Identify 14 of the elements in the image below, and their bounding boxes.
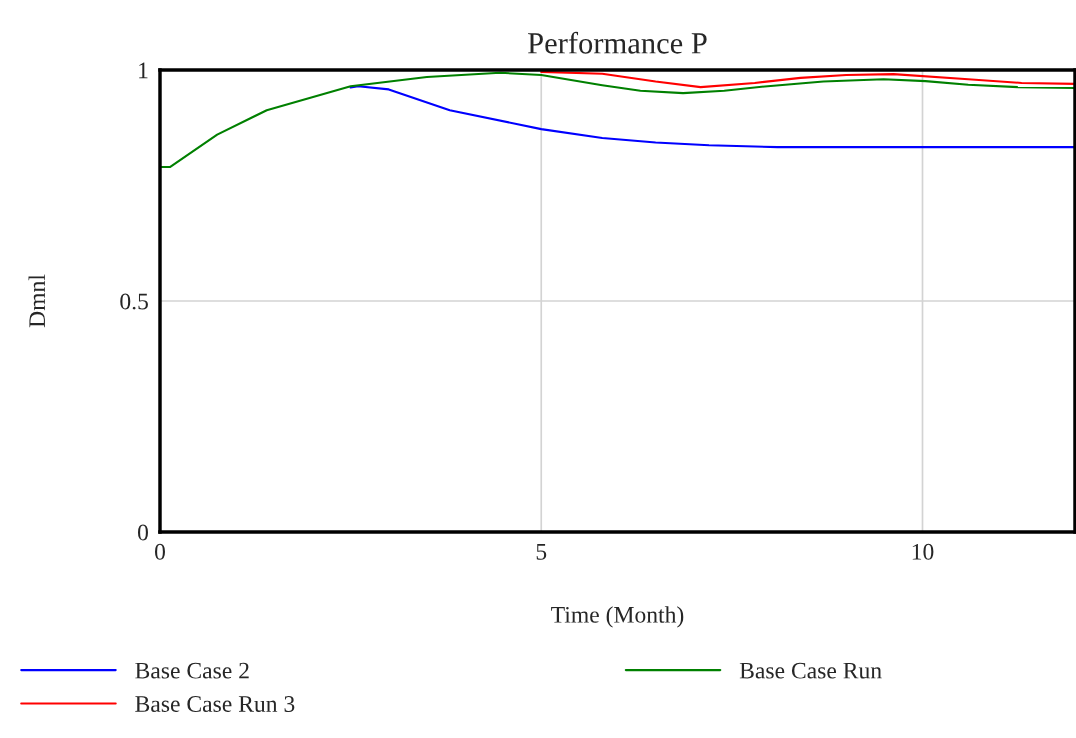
chart-title: Performance P xyxy=(528,31,707,54)
y-tick-label: 0.5 xyxy=(120,293,148,310)
x-tick-label: 0 xyxy=(155,543,165,560)
legend-label: Base Case Run 3 xyxy=(135,696,295,712)
legend-label: Base Case 2 xyxy=(135,662,249,679)
y-axis-title: Dmnl xyxy=(28,274,45,328)
y-tick-label: 0 xyxy=(137,524,148,541)
x-tick-label: 10 xyxy=(912,543,934,560)
line-series xyxy=(349,85,1075,149)
y-tick-label: 1 xyxy=(139,62,148,79)
line-series xyxy=(540,70,1075,89)
x-axis-title: Time (Month) xyxy=(551,606,684,628)
x-tick-label: 5 xyxy=(536,544,547,560)
legend-label: Base Case Run xyxy=(739,662,882,679)
